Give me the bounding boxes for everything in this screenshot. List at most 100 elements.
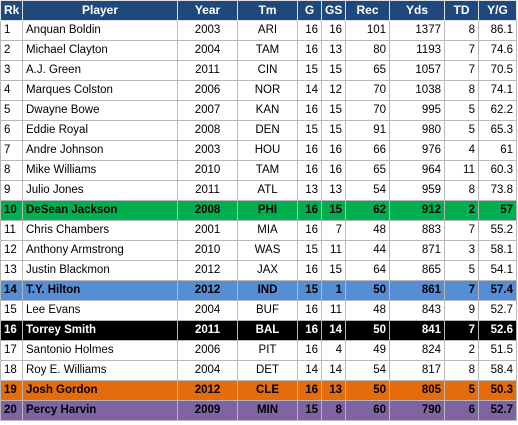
- cell-receptions: 65: [345, 60, 390, 81]
- cell-touchdowns: 5: [444, 380, 479, 401]
- cell-receptions: 80: [345, 40, 390, 61]
- cell-year: 2003: [177, 140, 238, 161]
- cell-year: 2011: [177, 60, 238, 81]
- table-row: 7 Andre Johnson 2003 HOU 16 16 66 976 4 61: [0, 140, 517, 161]
- cell-games: 15: [297, 280, 322, 301]
- cell-games: 16: [297, 380, 322, 401]
- cell-touchdowns: 8: [444, 360, 479, 381]
- cell-year: 2006: [177, 80, 238, 101]
- cell-yards: 995: [389, 100, 445, 121]
- cell-player: Julio Jones: [22, 180, 178, 201]
- cell-receptions: 54: [345, 360, 390, 381]
- cell-yards: 841: [389, 320, 445, 341]
- cell-rk: 12: [0, 240, 23, 261]
- cell-touchdowns: 5: [444, 100, 479, 121]
- cell-yards: 964: [389, 160, 445, 181]
- cell-yards-per-game: 54.1: [478, 260, 517, 281]
- cell-year: 2006: [177, 340, 238, 361]
- cell-yards: 817: [389, 360, 445, 381]
- cell-yards-per-game: 57.4: [478, 280, 517, 301]
- cell-games-started: 13: [321, 180, 346, 201]
- cell-games-started: 11: [321, 300, 346, 321]
- cell-games: 16: [297, 160, 322, 181]
- cell-team: MIN: [237, 400, 298, 421]
- cell-player: Andre Johnson: [22, 140, 178, 161]
- cell-team: DEN: [237, 120, 298, 141]
- cell-rk: 4: [0, 80, 23, 101]
- cell-year: 2011: [177, 320, 238, 341]
- cell-team: IND: [237, 280, 298, 301]
- cell-yards-per-game: 58.4: [478, 360, 517, 381]
- cell-receptions: 44: [345, 240, 390, 261]
- cell-year: 2007: [177, 100, 238, 121]
- cell-rk: 17: [0, 340, 23, 361]
- cell-touchdowns: 8: [444, 20, 479, 41]
- table-row: 14 T.Y. Hilton 2012 IND 15 1 50 861 7 57.4: [0, 280, 517, 301]
- cell-touchdowns: 5: [444, 260, 479, 281]
- cell-year: 2001: [177, 220, 238, 241]
- cell-games: 16: [297, 260, 322, 281]
- cell-team: BAL: [237, 320, 298, 341]
- cell-yards: 1193: [389, 40, 445, 61]
- cell-games: 15: [297, 240, 322, 261]
- cell-team: CIN: [237, 60, 298, 81]
- cell-rk: 15: [0, 300, 23, 321]
- cell-yards-per-game: 86.1: [478, 20, 517, 41]
- cell-yards-per-game: 61: [478, 140, 517, 161]
- cell-player: Santonio Holmes: [22, 340, 178, 361]
- cell-team: NOR: [237, 80, 298, 101]
- cell-yards: 912: [389, 200, 445, 221]
- cell-receptions: 66: [345, 140, 390, 161]
- col-header-tm: Tm: [237, 0, 298, 21]
- cell-receptions: 91: [345, 120, 390, 141]
- table-row: 12 Anthony Armstrong 2010 WAS 15 11 44 871 3 58.1: [0, 240, 517, 261]
- cell-year: 2010: [177, 160, 238, 181]
- cell-rk: 19: [0, 380, 23, 401]
- cell-yards: 865: [389, 260, 445, 281]
- cell-games-started: 15: [321, 120, 346, 141]
- cell-games: 14: [297, 360, 322, 381]
- cell-yards-per-game: 74.1: [478, 80, 517, 101]
- cell-games-started: 14: [321, 360, 346, 381]
- cell-games: 16: [297, 300, 322, 321]
- cell-games-started: 1: [321, 280, 346, 301]
- table-body: 1 Anquan Boldin 2003 ARI 16 16 101 1377 8 86.1 2 Mi…: [0, 20, 517, 421]
- cell-player: Lee Evans: [22, 300, 178, 321]
- cell-rk: 14: [0, 280, 23, 301]
- cell-year: 2012: [177, 280, 238, 301]
- col-header-rec: Rec: [345, 0, 390, 21]
- table-row: 16 Torrey Smith 2011 BAL 16 14 50 841 7 52.6: [0, 320, 517, 341]
- cell-player: A.J. Green: [22, 60, 178, 81]
- cell-games: 16: [297, 200, 322, 221]
- table-row: 9 Julio Jones 2011 ATL 13 13 54 959 8 73.8: [0, 180, 517, 201]
- cell-year: 2009: [177, 400, 238, 421]
- cell-player: DeSean Jackson: [22, 200, 178, 221]
- cell-yards: 861: [389, 280, 445, 301]
- cell-receptions: 70: [345, 100, 390, 121]
- cell-games-started: 13: [321, 40, 346, 61]
- cell-rk: 10: [0, 200, 23, 221]
- cell-team: PHI: [237, 200, 298, 221]
- cell-team: HOU: [237, 140, 298, 161]
- cell-yards-per-game: 52.6: [478, 320, 517, 341]
- cell-receptions: 50: [345, 320, 390, 341]
- cell-player: Dwayne Bowe: [22, 100, 178, 121]
- cell-year: 2012: [177, 260, 238, 281]
- cell-touchdowns: 8: [444, 180, 479, 201]
- cell-receptions: 48: [345, 300, 390, 321]
- cell-games: 15: [297, 60, 322, 81]
- cell-touchdowns: 3: [444, 240, 479, 261]
- cell-yards: 976: [389, 140, 445, 161]
- cell-year: 2011: [177, 180, 238, 201]
- cell-team: ATL: [237, 180, 298, 201]
- col-header-player: Player: [22, 0, 178, 21]
- cell-games: 16: [297, 20, 322, 41]
- cell-player: Torrey Smith: [22, 320, 178, 341]
- cell-player: T.Y. Hilton: [22, 280, 178, 301]
- cell-yards-per-game: 60.3: [478, 160, 517, 181]
- cell-rk: 5: [0, 100, 23, 121]
- table-row: 11 Chris Chambers 2001 MIA 16 7 48 883 7 55.2: [0, 220, 517, 241]
- cell-touchdowns: 8: [444, 80, 479, 101]
- cell-yards: 883: [389, 220, 445, 241]
- cell-touchdowns: 4: [444, 140, 479, 161]
